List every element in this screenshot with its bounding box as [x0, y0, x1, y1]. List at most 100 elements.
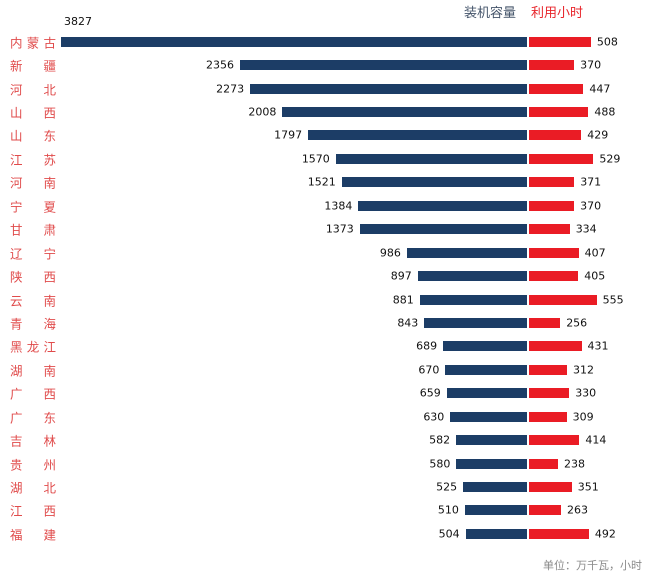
- hours-bar-area: 351: [529, 475, 656, 498]
- chart-row: 黑龙江 689 431: [0, 335, 656, 358]
- province-label: 青海: [10, 316, 56, 332]
- capacity-bar: [60, 36, 527, 47]
- capacity-bar-area: 3827: [56, 15, 527, 53]
- hours-value: 330: [575, 386, 597, 400]
- hours-bar-area: 529: [529, 147, 656, 170]
- hours-value: 529: [599, 152, 621, 166]
- chart-row: 陕西 897 405: [0, 264, 656, 287]
- chart-row: 湖北 525 351: [0, 475, 656, 498]
- capacity-bar: [424, 317, 527, 328]
- capacity-bar: [463, 482, 527, 493]
- capacity-bar-area: 1384: [56, 194, 527, 217]
- capacity-value: 1570: [301, 152, 330, 166]
- capacity-bar: [445, 364, 527, 375]
- capacity-value: 2008: [248, 105, 277, 119]
- hours-value: 414: [585, 433, 607, 447]
- hours-bar: [529, 364, 567, 375]
- hours-value: 431: [587, 339, 609, 353]
- province-label: 江西: [10, 503, 56, 519]
- capacity-bar: [417, 271, 527, 282]
- capacity-bar: [464, 505, 527, 516]
- capacity-bar-area: 1797: [56, 124, 527, 147]
- chart-row: 甘肃 1373 334: [0, 218, 656, 241]
- capacity-bar: [341, 177, 527, 188]
- capacity-bar-area: 1521: [56, 171, 527, 194]
- hours-bar-area: 407: [529, 241, 656, 264]
- hours-bar: [529, 107, 589, 118]
- unit-footnote: 单位：万千瓦，小时: [543, 559, 642, 572]
- capacity-bar: [240, 60, 527, 71]
- chart-rows: 内蒙古 3827 508 新疆 2356 370 河北 2273 447 山西 2008 488 山东 1…: [0, 15, 656, 546]
- province-label: 湖北: [10, 480, 56, 496]
- hours-bar: [529, 271, 579, 282]
- capacity-value: 1384: [324, 199, 353, 213]
- hours-value: 312: [573, 363, 594, 377]
- hours-bar-area: 256: [529, 311, 656, 334]
- hours-bar-area: 370: [529, 194, 656, 217]
- hours-bar-area: 263: [529, 499, 656, 522]
- hours-bar-area: 405: [529, 264, 656, 287]
- hours-bar: [529, 411, 567, 422]
- province-label: 山东: [10, 128, 56, 144]
- hours-value: 407: [584, 246, 606, 260]
- hours-value: 370: [580, 199, 602, 213]
- capacity-bar-area: 659: [56, 382, 527, 405]
- province-label: 甘肃: [10, 222, 56, 238]
- hours-bar-area: 238: [529, 452, 656, 475]
- hours-value: 447: [589, 82, 611, 96]
- hours-value: 492: [594, 527, 616, 541]
- hours-value: 488: [594, 105, 616, 119]
- hours-bar: [529, 528, 589, 539]
- capacity-bar-area: 525: [56, 475, 527, 498]
- capacity-value: 2273: [216, 82, 245, 96]
- chart-row: 青海 843 256: [0, 311, 656, 334]
- capacity-value: 630: [423, 410, 445, 424]
- hours-value: 263: [567, 503, 588, 517]
- province-label: 广西: [10, 386, 56, 402]
- province-label: 福建: [10, 527, 56, 543]
- hours-bar-area: 488: [529, 100, 656, 123]
- capacity-bar: [456, 435, 527, 446]
- hours-value: 555: [602, 293, 624, 307]
- capacity-bar: [419, 294, 527, 305]
- capacity-value: 881: [392, 293, 414, 307]
- hours-bar: [529, 130, 582, 141]
- capacity-bar: [406, 247, 527, 258]
- capacity-value: 582: [429, 433, 451, 447]
- capacity-value: 659: [419, 386, 441, 400]
- hours-value: 508: [596, 35, 618, 49]
- legend-hours-label: 利用小时: [531, 6, 584, 21]
- chart-row: 广东 630 309: [0, 405, 656, 428]
- capacity-value: 670: [418, 363, 440, 377]
- capacity-bar-area: 986: [56, 241, 527, 264]
- hours-value: 370: [580, 58, 602, 72]
- chart-row: 宁夏 1384 370: [0, 194, 656, 217]
- hours-value: 371: [580, 175, 602, 189]
- hours-bar-area: 371: [529, 171, 656, 194]
- hours-value: 256: [566, 316, 588, 330]
- capacity-bar-area: 2008: [56, 100, 527, 123]
- capacity-value: 504: [438, 527, 460, 541]
- capacity-bar: [359, 224, 527, 235]
- capacity-bar-area: 1570: [56, 147, 527, 170]
- capacity-bar-area: 504: [56, 522, 527, 545]
- hours-bar: [529, 60, 575, 71]
- capacity-value: 510: [437, 503, 459, 517]
- capacity-value: 2356: [206, 58, 234, 72]
- hours-bar: [529, 458, 558, 469]
- capacity-bar-area: 580: [56, 452, 527, 475]
- chart-row: 河南 1521 371: [0, 171, 656, 194]
- hours-bar: [529, 482, 572, 493]
- chart-row: 湖南 670 312: [0, 358, 656, 381]
- province-label: 江苏: [10, 152, 56, 168]
- chart-row: 吉林 582 414: [0, 428, 656, 451]
- capacity-value: 843: [397, 316, 419, 330]
- hours-value: 309: [572, 410, 594, 424]
- capacity-bar: [335, 153, 527, 164]
- hours-bar-area: 312: [529, 358, 656, 381]
- hours-bar-area: 431: [529, 335, 656, 358]
- capacity-value: 986: [379, 246, 401, 260]
- chart-row: 广西 659 330: [0, 382, 656, 405]
- capacity-bar: [456, 458, 527, 469]
- hours-bar: [529, 505, 561, 516]
